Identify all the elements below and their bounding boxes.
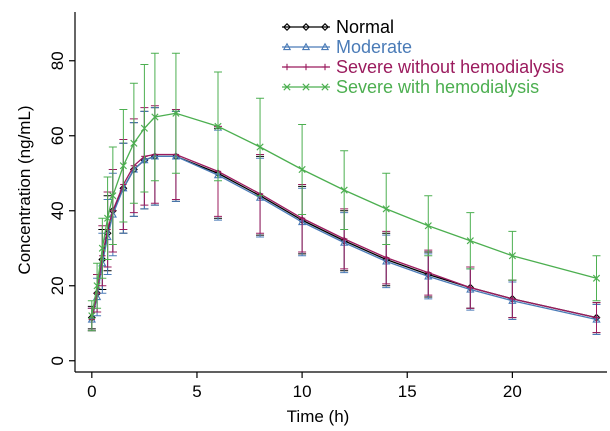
- data-point-plus: [509, 295, 516, 303]
- data-point-cross: [119, 162, 127, 170]
- data-point-plus: [321, 63, 329, 71]
- data-point-plus: [383, 254, 390, 261]
- data-point-cross: [302, 83, 310, 91]
- data-point-cross: [214, 122, 222, 130]
- data-point-cross: [340, 186, 348, 194]
- legend-label: Moderate: [336, 37, 412, 57]
- x-tick-label: 0: [87, 382, 96, 401]
- cross-b: [88, 312, 96, 320]
- data-point-plus: [283, 63, 291, 71]
- data-point-cross: [88, 312, 96, 320]
- data-point-cross: [256, 143, 264, 151]
- data-point-cross: [140, 124, 148, 132]
- data-point-diamond: [321, 23, 329, 31]
- cross-b: [119, 162, 127, 170]
- y-tick-label: 60: [48, 126, 67, 145]
- legend-item: Severe without hemodialysis: [282, 57, 564, 77]
- data-point-cross: [130, 139, 138, 147]
- data-point-plus: [340, 235, 348, 243]
- series-layer: [87, 52, 601, 335]
- data-point-plus: [298, 215, 306, 222]
- cross-b: [321, 83, 329, 91]
- y-tick-label: 20: [48, 276, 67, 295]
- x-axis-title: Time (h): [287, 407, 350, 426]
- cross-b: [508, 252, 516, 260]
- cross-b: [130, 139, 138, 147]
- cross-b: [298, 165, 306, 174]
- x-tick-label: 5: [192, 382, 201, 401]
- data-point-diamond: [283, 23, 291, 31]
- cross-b: [151, 113, 159, 121]
- y-tick-label: 0: [48, 356, 67, 365]
- cross-b: [424, 222, 432, 230]
- x-tick-label: 15: [398, 382, 417, 401]
- y-axis-title: Concentration (ng/mL): [15, 105, 34, 274]
- data-point-cross: [508, 252, 516, 260]
- data-point-diamond: [302, 23, 310, 31]
- data-point-plus: [302, 63, 310, 71]
- cross-b: [302, 83, 310, 91]
- cross-b: [109, 192, 117, 200]
- data-point-cross: [109, 192, 117, 200]
- cross-b: [382, 205, 390, 213]
- data-point-cross: [424, 222, 432, 230]
- y-tick-label: 40: [48, 201, 67, 220]
- data-point-cross: [93, 282, 101, 290]
- x-tick-label: 20: [503, 382, 522, 401]
- cross-b: [172, 109, 180, 117]
- cross-b: [283, 83, 291, 91]
- data-point-triangle: [282, 42, 292, 51]
- data-point-cross: [172, 109, 180, 117]
- data-point-cross: [104, 214, 112, 222]
- legend-item: Moderate: [282, 37, 412, 57]
- data-point-plus: [593, 314, 600, 321]
- cross-b: [466, 237, 474, 245]
- data-point-cross: [283, 83, 291, 91]
- data-point-cross: [321, 83, 329, 91]
- data-point-cross: [98, 244, 106, 252]
- data-point-cross: [466, 237, 474, 245]
- legend-item: Normal: [282, 17, 394, 37]
- legend-label: Normal: [336, 17, 394, 37]
- series-severe-with-hemodialysis: [87, 52, 601, 332]
- data-point-cross: [298, 165, 306, 174]
- data-point-triangle: [320, 42, 330, 51]
- legend-label: Severe without hemodialysis: [336, 57, 564, 77]
- y-tick-label: 80: [48, 51, 67, 70]
- data-point-triangle: [301, 42, 311, 51]
- cross-b: [256, 143, 264, 151]
- data-point-plus: [467, 284, 474, 291]
- axes-layer: 0 5 10 15 20 0 20 40 60 80: [48, 12, 607, 401]
- cross-b: [340, 186, 348, 194]
- cross-b: [98, 244, 106, 252]
- cross-b: [104, 214, 112, 222]
- legend-item: Severe with hemodialysis: [282, 77, 539, 97]
- cross-b: [214, 122, 222, 130]
- x-tick-label: 10: [293, 382, 312, 401]
- data-point-plus: [425, 269, 432, 276]
- data-point-cross: [592, 274, 601, 282]
- cross-b: [93, 282, 101, 290]
- data-point-cross: [382, 205, 390, 213]
- cross-b: [140, 124, 148, 132]
- data-point-cross: [151, 113, 159, 121]
- cross-b: [592, 274, 601, 282]
- legend-label: Severe with hemodialysis: [336, 77, 539, 97]
